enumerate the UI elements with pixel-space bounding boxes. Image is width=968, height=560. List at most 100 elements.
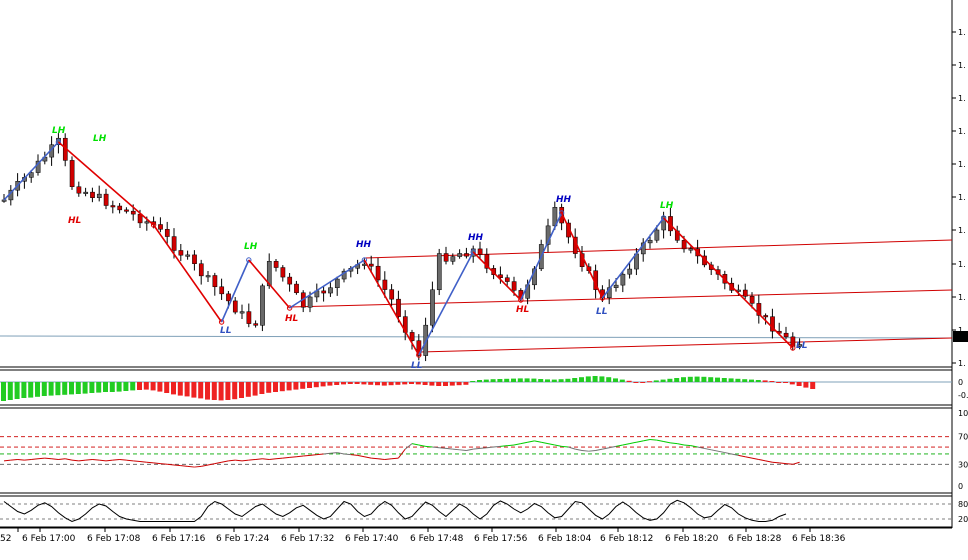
- rsi-segment: [316, 453, 324, 456]
- rsi-segment: [622, 443, 630, 446]
- candle-body: [219, 286, 225, 295]
- hist-bar: [137, 382, 142, 390]
- candle-body: [620, 273, 626, 286]
- rsi-segment: [404, 443, 413, 450]
- rsi-segment: [160, 463, 168, 465]
- rsi-segment: [207, 463, 215, 466]
- rsi-segment: [377, 458, 385, 460]
- stoch-tick-label: 80: [958, 500, 968, 509]
- rsi-segment: [99, 459, 107, 462]
- candle-body: [763, 315, 769, 318]
- rsi-segment: [493, 445, 501, 448]
- rsi-segment: [126, 459, 134, 462]
- hist-bar: [82, 382, 88, 394]
- candle-body: [321, 290, 327, 294]
- swing-label: LL: [596, 307, 608, 317]
- hist-bar: [402, 382, 408, 385]
- rsi-segment: [473, 447, 481, 450]
- rsi-segment: [643, 438, 651, 442]
- hist-bar: [41, 382, 47, 396]
- hist-bar: [701, 376, 707, 382]
- price-tick-label: 1.: [958, 94, 966, 103]
- rsi-segment: [371, 457, 379, 460]
- hist-bar: [375, 382, 380, 386]
- rsi-segment: [629, 441, 637, 445]
- hist-bar: [783, 382, 788, 383]
- hist-bar: [334, 382, 340, 385]
- hist-bar: [524, 378, 530, 382]
- zigzag-leg: [248, 259, 291, 309]
- rsi-segment: [31, 458, 39, 460]
- rsi-segment: [24, 458, 32, 461]
- rsi-segment: [425, 445, 433, 448]
- rsi-segment: [609, 445, 617, 449]
- hist-bar: [89, 382, 95, 393]
- rsi-segment: [133, 460, 141, 463]
- hist-bar: [191, 382, 197, 398]
- hist-bar: [75, 382, 81, 394]
- time-tick-label: 52: [0, 534, 11, 544]
- rsi-segment: [418, 444, 426, 447]
- candle-body: [28, 172, 34, 178]
- hist-bar: [245, 382, 251, 397]
- candle-body: [647, 239, 653, 244]
- candle-body: [511, 281, 517, 291]
- zigzag-leg: [289, 259, 365, 309]
- zigzag-leg: [663, 217, 794, 349]
- hist-bar: [477, 380, 482, 382]
- candle-body: [450, 256, 456, 262]
- hist-bar: [184, 382, 190, 397]
- rsi-segment: [221, 460, 229, 463]
- rsi-segment: [337, 452, 345, 455]
- rsi-segment: [37, 457, 45, 460]
- price-tick-label: 1.: [958, 226, 966, 235]
- hist-bar: [572, 378, 578, 382]
- rsi-tick-label: 30: [958, 460, 968, 469]
- hist-bar: [463, 382, 469, 385]
- hist-bar: [259, 382, 265, 394]
- candle-body: [294, 283, 299, 294]
- rsi-tick-label: 70: [958, 433, 968, 442]
- rsi-segment: [289, 456, 297, 458]
- time-tick-label: 6 Feb 18:36: [792, 534, 846, 544]
- price-tick-label: 1.: [958, 193, 966, 202]
- rsi-tick-label: 0: [958, 482, 963, 491]
- rsi-segment: [17, 458, 25, 461]
- candle-body: [484, 254, 490, 269]
- hist-bar: [504, 378, 510, 382]
- hist-bar: [48, 382, 54, 396]
- current-price-box: [953, 331, 968, 342]
- hist-bar: [116, 382, 122, 392]
- hist-bar: [150, 382, 156, 391]
- channel-line-3: [364, 239, 953, 259]
- hist-bar: [565, 378, 571, 382]
- hist-bar: [123, 382, 129, 391]
- rsi-segment: [745, 456, 753, 459]
- rsi-segment: [153, 462, 161, 465]
- hist-bar: [755, 380, 761, 382]
- candle-body: [436, 253, 442, 291]
- candle-body: [661, 216, 667, 231]
- candle-body: [790, 336, 796, 347]
- rsi-segment: [534, 440, 542, 443]
- candle-body: [96, 193, 102, 198]
- candle-body: [178, 250, 184, 256]
- swing-label: LH: [244, 242, 258, 252]
- hist-bar: [776, 382, 782, 383]
- hist-bar: [789, 382, 795, 385]
- rsi-segment: [520, 441, 528, 445]
- price-tick-label: 1.: [958, 326, 966, 335]
- swing-label: LL: [796, 341, 808, 351]
- candle-body: [158, 224, 163, 230]
- hist-bar: [96, 382, 102, 393]
- zigzag-leg: [418, 251, 474, 356]
- candle-body: [192, 254, 197, 264]
- hist-bar: [232, 382, 238, 400]
- candle-body: [307, 296, 313, 308]
- rsi-segment: [731, 453, 739, 456]
- time-tick-label: 6 Feb 17:16: [152, 534, 206, 544]
- swing-label: LL: [220, 326, 232, 336]
- hist-bar: [279, 382, 285, 392]
- candle-body: [457, 253, 463, 257]
- hist-bar: [490, 379, 496, 382]
